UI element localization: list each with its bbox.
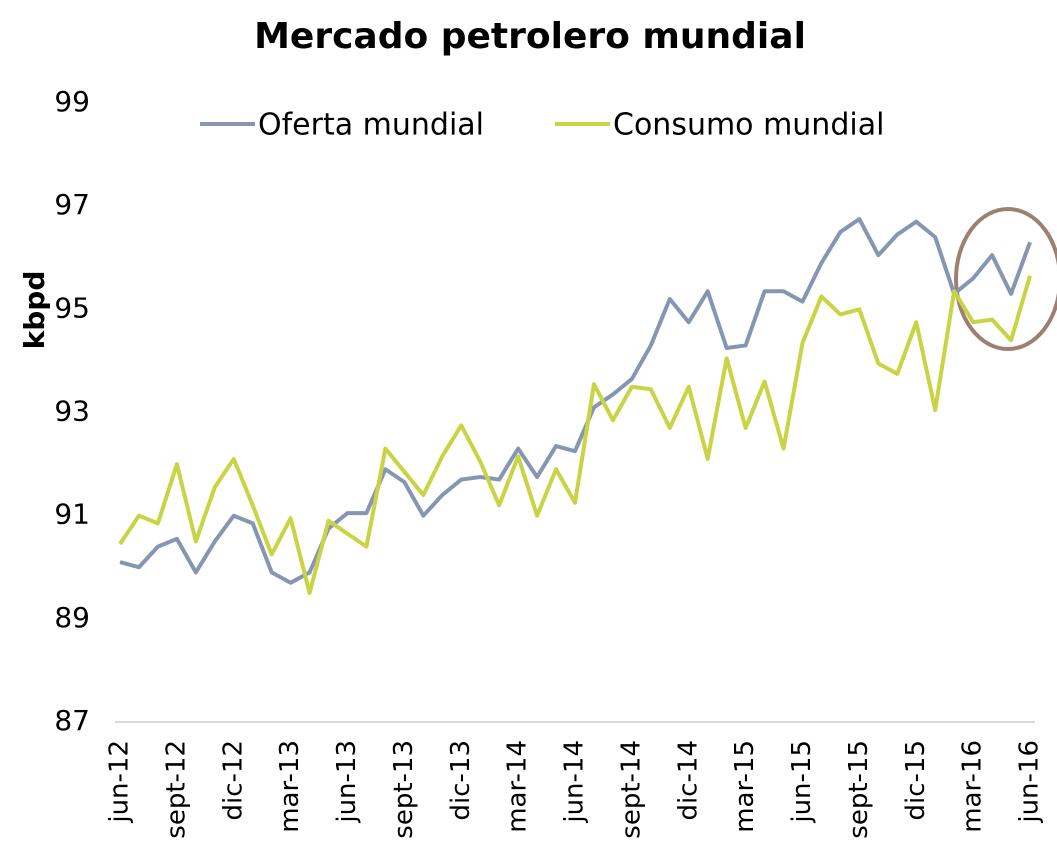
y-tick-label: 93 [54, 395, 90, 428]
x-tick-label: jun-13 [332, 740, 362, 824]
y-tick-label: 97 [54, 188, 90, 221]
y-axis-label: kbpd [18, 271, 51, 350]
x-tick-label: sept-14 [616, 740, 646, 839]
y-tick-label: 95 [54, 291, 90, 324]
x-tick-label: jun-12 [105, 740, 135, 824]
chart-title: Mercado petrolero mundial [254, 16, 806, 57]
x-tick-label: sept-15 [844, 740, 874, 839]
x-tick-label: dic-14 [673, 740, 703, 821]
y-tick-label: 91 [54, 498, 90, 531]
x-tick-label: mar-15 [730, 740, 760, 833]
x-tick-label: mar-13 [275, 740, 305, 833]
y-tick-label: 89 [54, 601, 90, 634]
x-tick-label: mar-14 [503, 740, 533, 833]
x-tick-label: jun-15 [787, 740, 817, 824]
y-tick-label: 99 [54, 85, 90, 118]
x-tick-label: dic-15 [901, 740, 931, 821]
legend-label: Oferta mundial [258, 108, 484, 143]
series-line [118, 275, 1032, 596]
x-tick-label: sept-12 [161, 740, 191, 839]
x-tick-label: jun-16 [1015, 740, 1045, 824]
x-tick-label: sept-13 [389, 740, 419, 839]
x-tick-label: dic-13 [446, 740, 476, 821]
legend-label: Consumo mundial [613, 108, 884, 143]
y-tick-label: 87 [54, 704, 90, 737]
x-tick-label: jun-14 [560, 740, 590, 824]
x-tick-label: mar-16 [958, 740, 988, 833]
x-tick-label: dic-12 [218, 740, 248, 821]
series-line [119, 217, 1032, 585]
highlight-circle [954, 207, 1057, 351]
